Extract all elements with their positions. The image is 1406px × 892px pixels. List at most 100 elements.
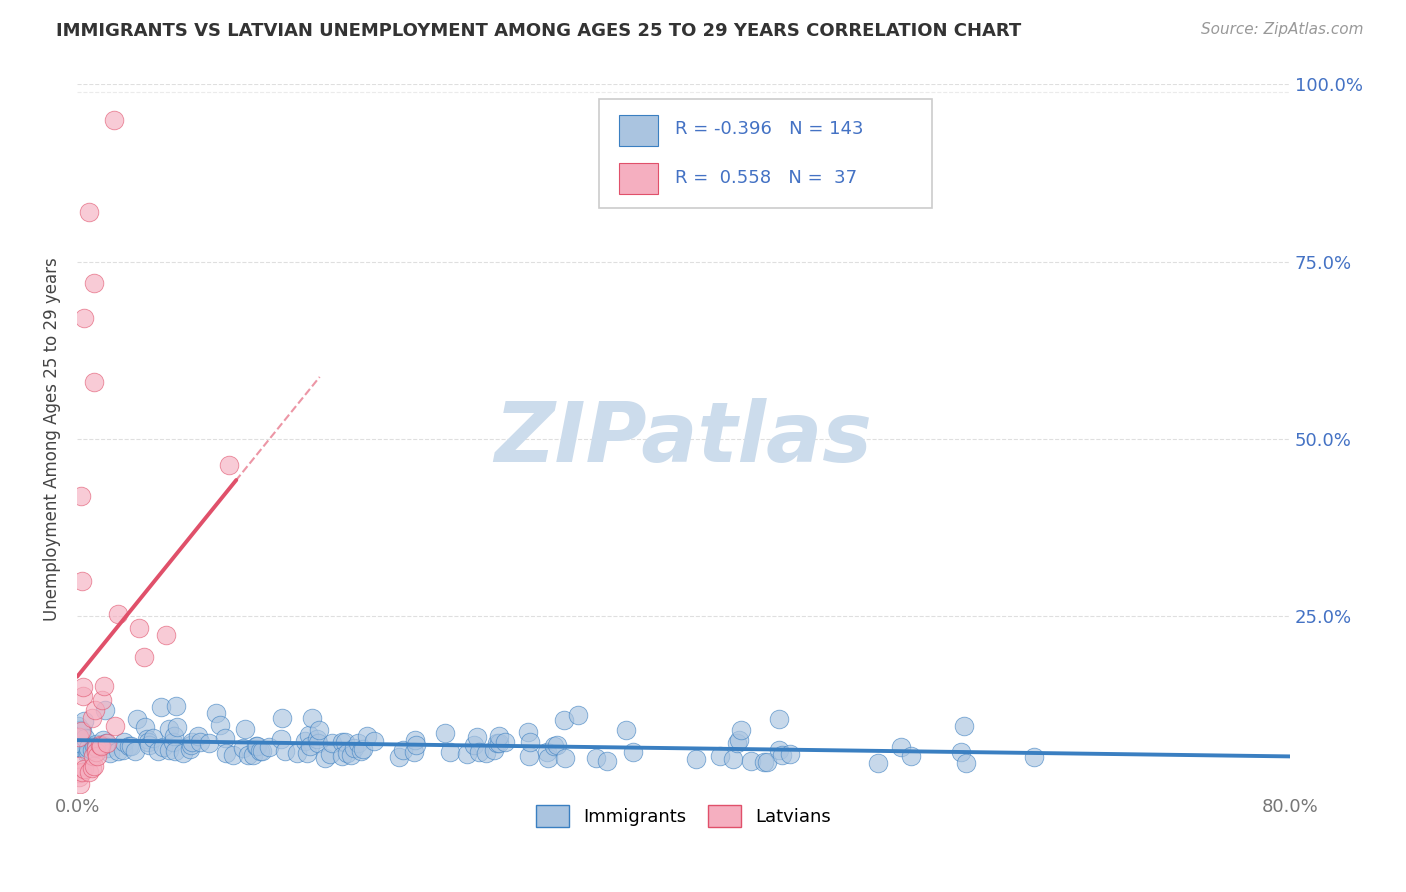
- Point: [434, 725, 457, 739]
- Point: [83, 276, 105, 290]
- Point: [536, 745, 558, 759]
- Point: [770, 747, 793, 762]
- Point: [159, 722, 181, 736]
- Point: [1022, 749, 1045, 764]
- Point: [67, 735, 90, 749]
- Point: [70, 723, 93, 738]
- Point: [72, 762, 94, 776]
- Point: [157, 743, 180, 757]
- Point: [124, 744, 146, 758]
- Point: [125, 712, 148, 726]
- Point: [346, 736, 368, 750]
- Point: [768, 743, 790, 757]
- FancyBboxPatch shape: [599, 99, 932, 209]
- Point: [685, 752, 707, 766]
- Point: [67, 719, 90, 733]
- Point: [392, 743, 415, 757]
- Point: [104, 719, 127, 733]
- Point: [89, 740, 111, 755]
- Point: [136, 731, 159, 746]
- Point: [242, 747, 264, 762]
- Point: [73, 714, 96, 728]
- Point: [94, 703, 117, 717]
- Point: [494, 735, 516, 749]
- Point: [339, 748, 361, 763]
- Point: [456, 747, 478, 761]
- Point: [232, 741, 254, 756]
- Point: [146, 743, 169, 757]
- Point: [330, 749, 353, 764]
- Point: [70, 489, 93, 503]
- Point: [308, 723, 330, 737]
- Point: [222, 747, 245, 762]
- Point: [69, 777, 91, 791]
- Point: [70, 724, 93, 739]
- Point: [96, 736, 118, 750]
- Point: [84, 740, 107, 755]
- Bar: [619, 115, 658, 146]
- Point: [330, 735, 353, 749]
- Point: [67, 770, 90, 784]
- Point: [519, 735, 541, 749]
- Point: [155, 628, 177, 642]
- Point: [72, 574, 94, 588]
- Point: [285, 746, 308, 760]
- Point: [72, 680, 94, 694]
- Point: [67, 731, 90, 745]
- Point: [249, 744, 271, 758]
- Point: [319, 747, 342, 761]
- Point: [73, 311, 96, 326]
- Point: [73, 731, 96, 745]
- Point: [72, 689, 94, 703]
- Point: [128, 621, 150, 635]
- Point: [553, 713, 575, 727]
- Point: [83, 739, 105, 754]
- Point: [305, 732, 328, 747]
- Point: [475, 746, 498, 760]
- Point: [246, 739, 269, 754]
- Point: [91, 733, 114, 747]
- Point: [614, 723, 637, 738]
- Y-axis label: Unemployment Among Ages 25 to 29 years: Unemployment Among Ages 25 to 29 years: [44, 257, 60, 621]
- Point: [752, 756, 775, 770]
- Point: [467, 745, 489, 759]
- Point: [488, 736, 510, 750]
- Point: [295, 746, 318, 760]
- Point: [66, 732, 89, 747]
- Point: [721, 752, 744, 766]
- Point: [111, 743, 134, 757]
- Point: [67, 758, 90, 772]
- Point: [274, 744, 297, 758]
- Text: R =  0.558   N =  37: R = 0.558 N = 37: [675, 169, 858, 187]
- Point: [301, 711, 323, 725]
- Point: [314, 750, 336, 764]
- Point: [321, 736, 343, 750]
- Point: [80, 711, 103, 725]
- Point: [270, 731, 292, 746]
- Point: [82, 743, 104, 757]
- Text: R = -0.396   N = 143: R = -0.396 N = 143: [675, 120, 863, 138]
- Point: [245, 739, 267, 754]
- Point: [208, 718, 231, 732]
- Point: [205, 706, 228, 721]
- Point: [236, 747, 259, 762]
- Point: [333, 735, 356, 749]
- Point: [82, 748, 104, 763]
- Point: [536, 751, 558, 765]
- Point: [90, 739, 112, 753]
- Point: [142, 731, 165, 745]
- Point: [136, 735, 159, 749]
- Point: [709, 748, 731, 763]
- Point: [585, 751, 607, 765]
- Point: [67, 740, 90, 755]
- Point: [93, 679, 115, 693]
- Point: [79, 764, 101, 779]
- Point: [91, 738, 114, 752]
- Point: [163, 729, 186, 743]
- Point: [150, 700, 173, 714]
- Legend: Immigrants, Latvians: Immigrants, Latvians: [529, 797, 838, 834]
- Point: [83, 758, 105, 772]
- Point: [103, 112, 125, 127]
- Point: [134, 650, 156, 665]
- Point: [900, 748, 922, 763]
